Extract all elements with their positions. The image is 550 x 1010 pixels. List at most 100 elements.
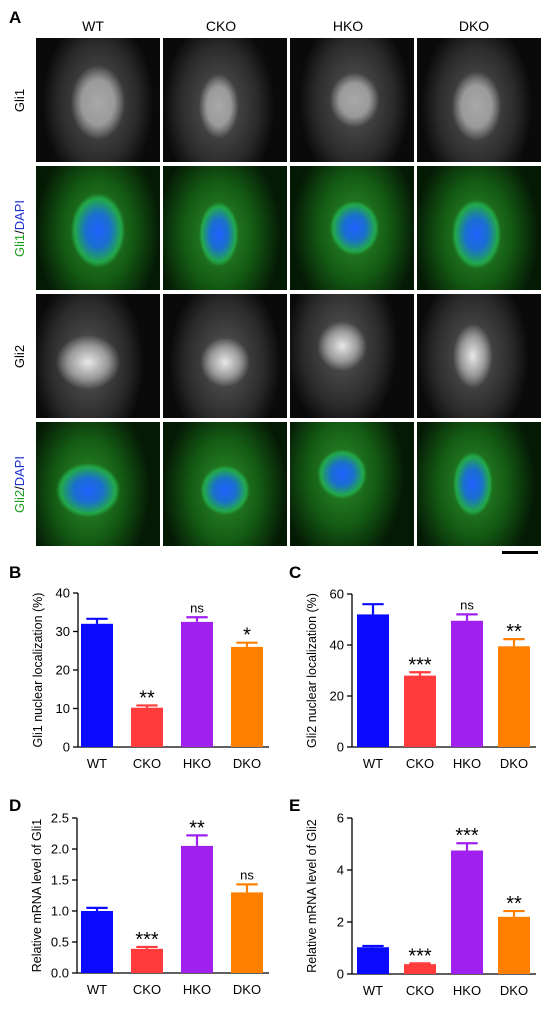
micrograph-1-dko	[417, 38, 541, 162]
scale-bar	[502, 551, 538, 554]
x-tick-label: HKO	[183, 756, 211, 771]
y-tick-label: 0	[63, 740, 70, 755]
bar-hko	[181, 845, 213, 973]
micrograph-4-hko	[290, 422, 414, 546]
bar-wt	[357, 947, 389, 974]
column-label-wt: WT	[82, 18, 104, 34]
significance-label: **	[506, 893, 522, 915]
y-tick-label: 20	[56, 663, 70, 678]
micrograph-4-cko	[163, 422, 287, 546]
micrograph-3-wt	[36, 294, 160, 418]
y-tick-label: 0.5	[51, 935, 69, 950]
bar-dko	[231, 892, 263, 973]
significance-label: ***	[455, 825, 479, 847]
column-label-dko: DKO	[458, 18, 490, 34]
y-tick-label: 30	[56, 624, 70, 639]
row-label-part: /	[11, 229, 27, 234]
row-label-1: Gli1	[12, 88, 27, 111]
y-tick-label: 4	[337, 863, 344, 878]
y-tick-label: 0	[337, 740, 344, 755]
x-tick-label: HKO	[453, 983, 481, 998]
chart-e-gli2-mrna: 0 2 4 6 Relative mRNA level of Gli2 WT *** CKO *…	[305, 811, 536, 998]
x-tick-label: CKO	[133, 982, 161, 997]
micrograph-2-cko	[163, 166, 287, 290]
bar-cko	[131, 948, 163, 973]
bar-cko	[404, 675, 436, 747]
y-tick-label: 60	[330, 587, 344, 602]
x-tick-label: CKO	[406, 756, 434, 771]
panel-letter-e: E	[289, 796, 301, 815]
row-label-part: Gli1	[11, 233, 27, 257]
x-tick-label: WT	[363, 983, 383, 998]
micrograph-4-dko	[417, 422, 541, 546]
y-tick-label: 2.5	[51, 811, 69, 826]
y-axis-label: Relative mRNA level of Gli2	[305, 819, 319, 973]
significance-label: ns	[240, 867, 254, 882]
bar-hko	[451, 620, 483, 747]
x-tick-label: WT	[363, 756, 383, 771]
x-tick-label: DKO	[500, 983, 528, 998]
micrograph-4-wt	[36, 422, 160, 546]
column-label-cko: CKO	[205, 18, 237, 34]
y-tick-label: 2.0	[51, 842, 69, 857]
column-label-hko: HKO	[332, 18, 364, 34]
micrograph-2-wt	[36, 166, 160, 290]
x-tick-label: CKO	[133, 756, 161, 771]
micrograph-3-hko	[290, 294, 414, 418]
micrograph-1-hko	[290, 38, 414, 162]
row-label-2: Gli1/DAPI	[12, 199, 27, 256]
row-label-part: DAPI	[11, 455, 27, 486]
bar-cko	[404, 964, 436, 974]
row-label-part: Gli2	[11, 489, 27, 513]
bar-hko	[451, 850, 483, 974]
bar-dko	[231, 646, 263, 747]
x-tick-label: HKO	[453, 756, 481, 771]
significance-label: ns	[460, 597, 474, 612]
significance-label: ***	[408, 945, 432, 967]
significance-label: ***	[408, 654, 432, 676]
bar-wt	[357, 614, 389, 747]
y-axis-label: Gli2 nuclear localization (%)	[305, 593, 319, 748]
y-tick-label: 1.0	[51, 904, 69, 919]
y-axis-label: Relative mRNA level of Gli1	[30, 819, 44, 973]
y-tick-label: 0.0	[51, 966, 69, 981]
significance-label: **	[506, 621, 522, 643]
significance-label: ***	[135, 929, 159, 951]
chart-b-gli1-nuclear-localization: 0 10 20 30 40 Gli1 nuclear localization (%) WT…	[31, 586, 269, 771]
bar-hko	[181, 621, 213, 747]
y-tick-label: 10	[56, 701, 70, 716]
micrograph-2-dko	[417, 166, 541, 290]
bar-cko	[131, 707, 163, 747]
micrograph-2-hko	[290, 166, 414, 290]
significance-label: ns	[190, 600, 204, 615]
x-tick-label: CKO	[406, 983, 434, 998]
row-label-4: Gli2/DAPI	[12, 455, 27, 512]
x-tick-label: DKO	[233, 756, 261, 771]
x-tick-label: HKO	[183, 982, 211, 997]
y-tick-label: 40	[56, 586, 70, 601]
x-tick-label: DKO	[500, 756, 528, 771]
micrograph-3-cko	[163, 294, 287, 418]
y-tick-label: 40	[330, 638, 344, 653]
y-axis-label: Gli1 nuclear localization (%)	[31, 593, 45, 748]
bar-dko	[498, 646, 530, 747]
y-tick-label: 2	[337, 915, 344, 930]
row-label-part: Gli1	[11, 88, 27, 112]
micrograph-1-cko	[163, 38, 287, 162]
y-tick-label: 20	[330, 689, 344, 704]
x-tick-label: WT	[87, 982, 107, 997]
panel-letter-d: D	[9, 796, 22, 815]
significance-label: **	[139, 687, 155, 709]
y-tick-label: 6	[337, 811, 344, 826]
row-label-3: Gli2	[12, 344, 27, 367]
chart-c-gli2-nuclear-localization: 0 20 40 60 Gli2 nuclear localization (%) WT **…	[305, 587, 536, 771]
x-tick-label: DKO	[233, 982, 261, 997]
panel-letter-b: B	[9, 563, 22, 582]
panel-letter-c: C	[289, 563, 302, 582]
micrograph-1-wt	[36, 38, 160, 162]
micrograph-3-dko	[417, 294, 541, 418]
y-tick-label: 0	[337, 967, 344, 982]
bar-wt	[81, 623, 113, 747]
row-label-part: Gli2	[11, 344, 27, 368]
row-label-part: DAPI	[11, 199, 27, 230]
